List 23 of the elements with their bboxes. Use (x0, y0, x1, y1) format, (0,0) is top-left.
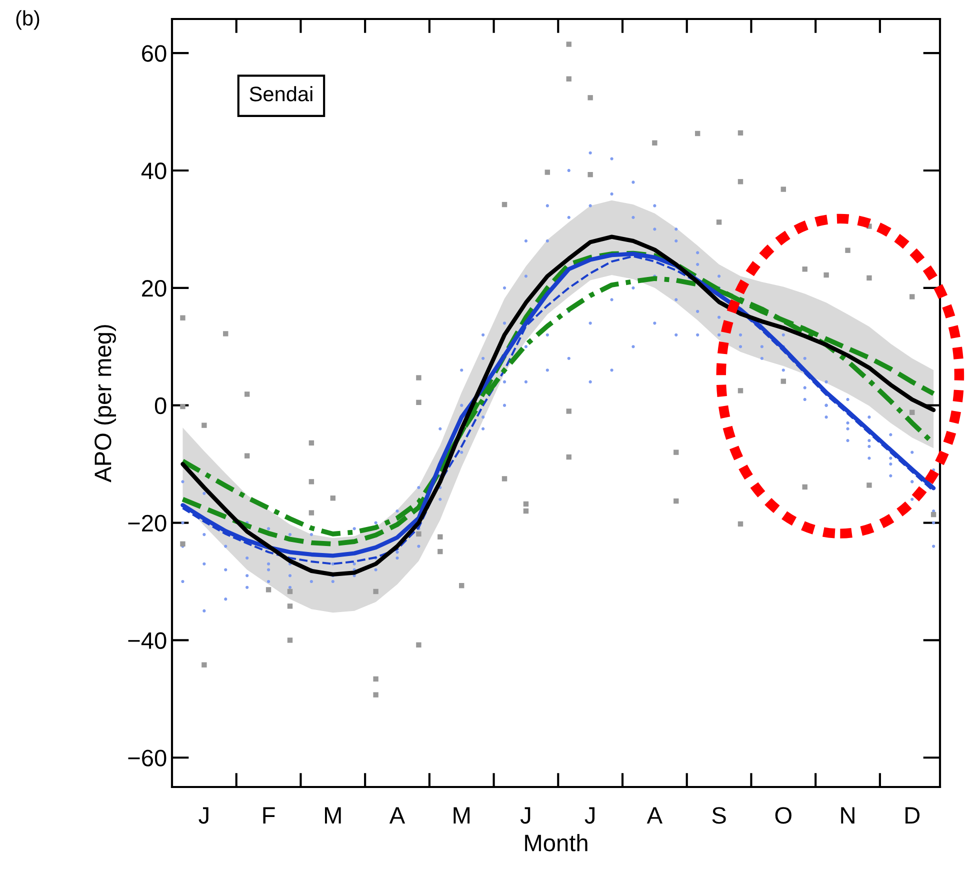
x-tick-label: N (841, 807, 854, 824)
x-tick-label: F (263, 807, 275, 824)
y-tick-label: −20 (128, 514, 166, 532)
x-tick-label: A (646, 807, 663, 824)
x-tick-label: M (454, 807, 470, 824)
x-axis-title: Month (525, 834, 588, 852)
y-axis-title: APO (per meg) (94, 325, 116, 482)
y-tick-label: −60 (128, 750, 166, 766)
x-tick-label: O (775, 807, 792, 824)
y-tick-label: −40 (128, 632, 166, 649)
y-tick-label: 0 (154, 397, 166, 414)
x-tick-label: D (906, 807, 920, 824)
y-tick-label: 20 (142, 280, 166, 297)
y-tick-label: 60 (142, 45, 166, 62)
annotation: Sendai (250, 86, 312, 102)
y-tick-label: 40 (141, 162, 166, 180)
x-tick-label: A (389, 807, 406, 824)
x-tick-label: M (324, 807, 341, 824)
x-tick-label: J (520, 807, 530, 824)
x-tick-label: J (584, 807, 594, 824)
x-tick-label: S (712, 807, 726, 824)
x-tick-label: J (198, 807, 208, 824)
text: (b) (16, 10, 40, 30)
